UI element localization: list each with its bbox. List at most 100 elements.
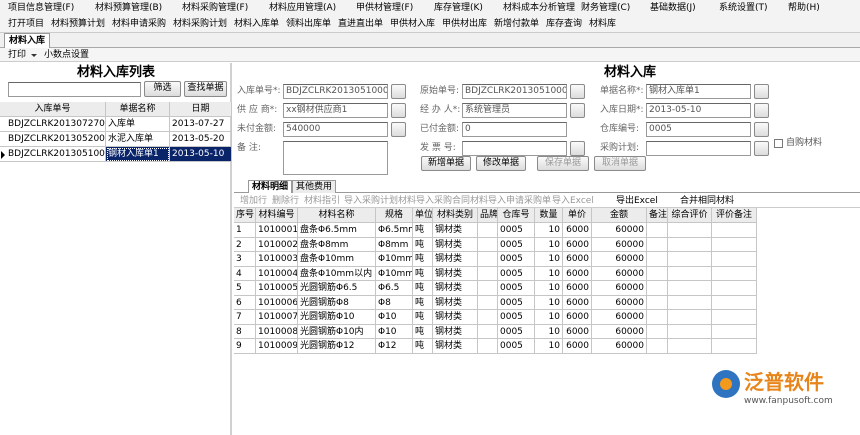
toolbar-item[interactable]: 库存查询 [546,19,583,29]
grid-cell[interactable]: 吨 [413,339,433,354]
grid-cell[interactable]: 0005 [498,295,535,310]
grid-cell[interactable]: Φ10 [376,310,413,325]
grid-cell[interactable]: 6000 [563,223,592,238]
grid-cell[interactable]: 60000 [592,295,647,310]
list-cell[interactable]: 2013-05-20 [170,132,232,147]
grid-cell[interactable]: 钢材类 [433,310,478,325]
menu-item[interactable]: 帮助(H) [788,3,820,13]
field-input[interactable]: 2013-05-10 [646,103,751,118]
grid-cell[interactable] [668,281,712,296]
grid-cell[interactable] [668,324,712,339]
grid-cell[interactable] [668,223,712,238]
grid-cell[interactable] [712,295,757,310]
detail-action[interactable]: 导出Excel [616,196,658,206]
grid-cell[interactable] [668,237,712,252]
decimal-setting[interactable]: 小数点设置 [44,50,90,60]
list-cell[interactable]: BDJZCLRK20130520002 [0,132,106,147]
grid-cell[interactable]: 0005 [498,324,535,339]
grid-cell[interactable]: 吨 [413,310,433,325]
grid-cell[interactable]: 6000 [563,266,592,281]
grid-cell[interactable]: 9 [234,339,256,354]
grid-cell[interactable]: 60000 [592,237,647,252]
lookup-button[interactable] [570,84,585,99]
menu-item[interactable]: 材料采购管理(F) [182,3,249,13]
list-cell[interactable]: 钢材入库单1 [106,147,170,162]
grid-cell[interactable]: 6000 [563,237,592,252]
menu-item[interactable]: 财务管理(C) [581,3,631,13]
grid-cell[interactable]: 60000 [592,324,647,339]
find-button[interactable]: 查找单据 [184,81,227,97]
toolbar-item[interactable]: 新增付款单 [494,19,540,29]
toolbar-item[interactable]: 材料预算计划 [51,19,106,29]
lookup-button[interactable] [391,84,406,99]
grid-cell[interactable]: 60000 [592,281,647,296]
detail-tab[interactable]: 其他费用 [292,180,336,193]
grid-cell[interactable]: 吨 [413,281,433,296]
grid-cell[interactable]: 吨 [413,324,433,339]
grid-cell[interactable]: 0005 [498,266,535,281]
toolbar-item[interactable]: 甲供材出库 [442,19,488,29]
grid-cell[interactable]: 钢材类 [433,252,478,267]
grid-cell[interactable]: 1010008 [256,324,298,339]
field-input[interactable]: BDJZCLRK20130510001 [283,84,388,99]
grid-cell[interactable]: 6 [234,295,256,310]
tab[interactable]: 材料入库 [4,33,50,48]
grid-cell[interactable]: 8 [234,324,256,339]
grid-cell[interactable]: Φ10mm [376,252,413,267]
field-input[interactable]: 0 [462,122,567,137]
grid-cell[interactable] [712,339,757,354]
grid-cell[interactable]: 6000 [563,252,592,267]
toolbar-item[interactable]: 打开项目 [8,19,45,29]
grid-cell[interactable] [478,266,498,281]
lookup-button[interactable] [754,84,769,99]
grid-cell[interactable] [647,237,668,252]
grid-cell[interactable]: 盘条Φ6.5mm [298,223,376,238]
grid-cell[interactable]: 光圆钢筋Φ6.5 [298,281,376,296]
grid-cell[interactable]: 10 [535,252,563,267]
field-input[interactable] [283,141,388,175]
form-button[interactable]: 新增单据 [421,156,471,171]
grid-cell[interactable]: 10 [535,324,563,339]
grid-cell[interactable] [668,310,712,325]
grid-cell[interactable] [668,266,712,281]
grid-cell[interactable]: 60000 [592,266,647,281]
grid-cell[interactable] [478,324,498,339]
grid-cell[interactable]: 0005 [498,223,535,238]
grid-cell[interactable]: Φ10 [376,324,413,339]
grid-cell[interactable]: 1010007 [256,310,298,325]
detail-action[interactable]: 删除行 [272,196,300,206]
grid-cell[interactable] [712,281,757,296]
grid-cell[interactable]: 10 [535,310,563,325]
grid-cell[interactable] [478,252,498,267]
grid-cell[interactable]: 6000 [563,295,592,310]
detail-action[interactable]: 导入Excel [552,196,594,206]
field-input[interactable]: xx钢材供应商1 [283,103,388,118]
grid-cell[interactable]: 6000 [563,339,592,354]
grid-cell[interactable]: 60000 [592,223,647,238]
grid-cell[interactable]: 钢材类 [433,324,478,339]
grid-cell[interactable]: 1010002 [256,237,298,252]
grid-cell[interactable] [647,252,668,267]
field-input[interactable]: 540000 [283,122,388,137]
grid-cell[interactable]: 0005 [498,310,535,325]
grid-cell[interactable]: 0005 [498,339,535,354]
grid-cell[interactable] [647,266,668,281]
grid-cell[interactable]: 4 [234,266,256,281]
filter-button[interactable]: 筛选 [144,81,181,97]
grid-cell[interactable]: 60000 [592,310,647,325]
grid-cell[interactable]: 盘条Φ10mm以内 [298,266,376,281]
grid-cell[interactable] [647,281,668,296]
grid-cell[interactable]: 1010009 [256,339,298,354]
menu-item[interactable]: 项目信息管理(F) [8,3,75,13]
toolbar-item[interactable]: 甲供材入库 [390,19,436,29]
grid-cell[interactable]: Φ6.5mm [376,223,413,238]
checkbox-label[interactable]: 自购材料 [786,138,823,148]
grid-cell[interactable]: 0005 [498,237,535,252]
grid-cell[interactable]: 0005 [498,281,535,296]
grid-cell[interactable]: 10 [535,223,563,238]
lookup-button[interactable] [754,122,769,137]
grid-cell[interactable]: 光圆钢筋Φ10内 [298,324,376,339]
grid-cell[interactable]: 7 [234,310,256,325]
grid-cell[interactable] [647,223,668,238]
search-input[interactable] [8,82,141,97]
